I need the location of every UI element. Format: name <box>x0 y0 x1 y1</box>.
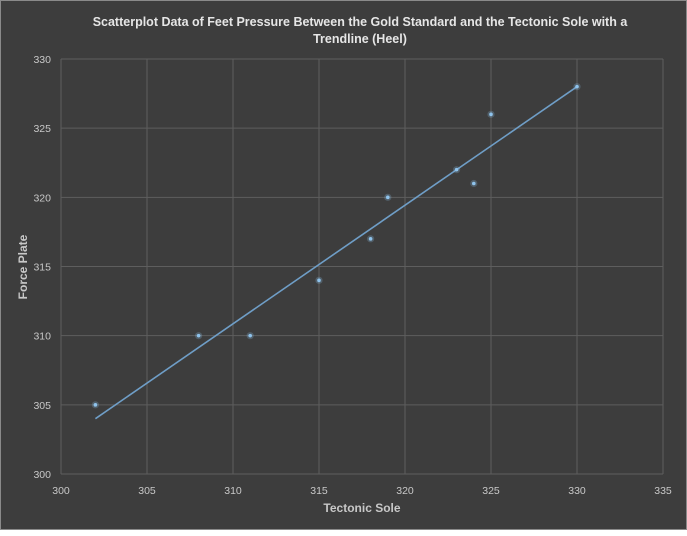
y-axis-ticks: 300 305 310 315 320 325 330 <box>33 54 51 481</box>
data-point <box>575 84 579 89</box>
trendline <box>94 86 578 420</box>
chart-title: Scatterplot Data of Feet Pressure Betwee… <box>92 15 628 46</box>
trendline-group <box>94 86 578 420</box>
y-tick-label: 325 <box>33 123 51 135</box>
y-tick-label: 310 <box>33 331 51 343</box>
y-tick-label: 315 <box>33 262 51 274</box>
x-tick-label: 320 <box>396 485 414 497</box>
data-point <box>317 278 321 283</box>
x-tick-label: 330 <box>568 485 586 497</box>
x-tick-label: 300 <box>52 485 70 497</box>
y-tick-label: 300 <box>33 469 51 481</box>
data-point <box>386 195 390 200</box>
x-axis-title: Tectonic Sole <box>323 501 400 515</box>
x-tick-label: 325 <box>482 485 500 497</box>
data-point <box>93 403 98 407</box>
data-point <box>196 333 201 338</box>
y-tick-label: 320 <box>33 192 51 204</box>
x-tick-label: 335 <box>654 485 672 497</box>
x-axis-ticks: 300 305 310 315 320 325 330 335 <box>52 485 672 497</box>
y-tick-label: 330 <box>33 54 51 66</box>
data-point <box>368 237 373 241</box>
x-tick-label: 315 <box>310 485 328 497</box>
gridlines <box>60 58 664 475</box>
data-point <box>472 181 476 186</box>
data-point <box>489 112 493 117</box>
y-axis-title: Force Plate <box>16 234 30 299</box>
x-tick-label: 305 <box>138 485 156 497</box>
data-point <box>454 167 459 172</box>
data-points <box>91 83 581 409</box>
y-tick-label: 305 <box>33 400 51 412</box>
data-point <box>248 333 252 338</box>
x-tick-label: 310 <box>224 485 242 497</box>
sheet-strip <box>0 530 687 536</box>
